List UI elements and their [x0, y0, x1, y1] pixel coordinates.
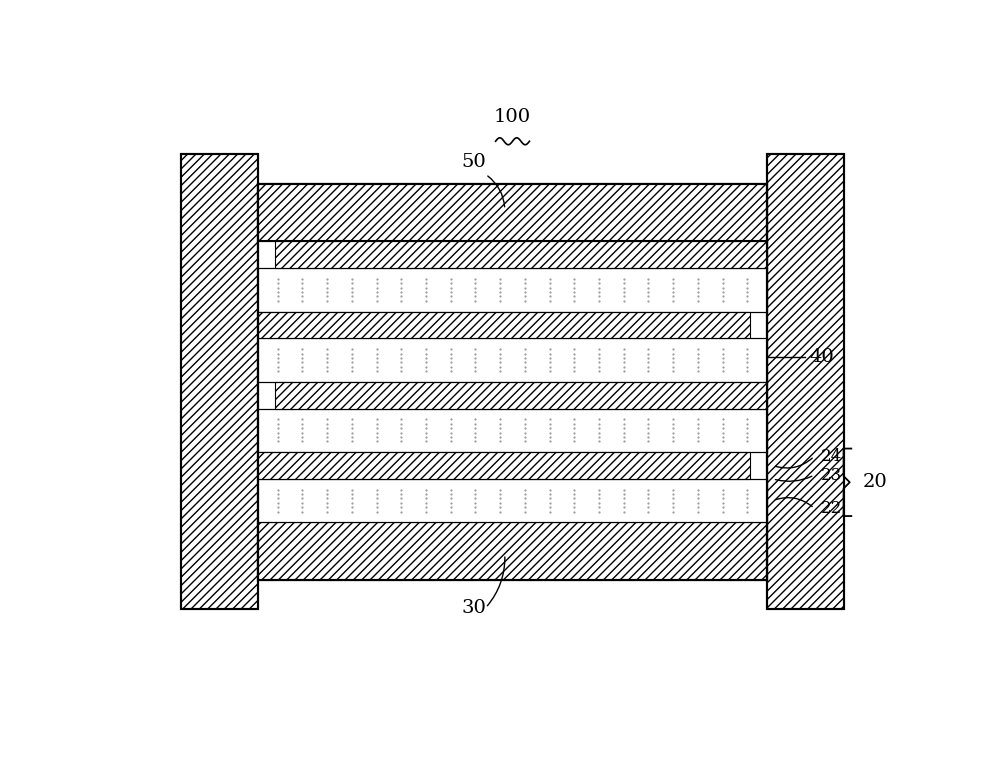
- Bar: [258, 184, 767, 581]
- Text: 24: 24: [820, 448, 842, 465]
- Bar: [258, 184, 767, 581]
- Bar: [258, 312, 750, 339]
- Bar: [258, 268, 767, 312]
- Bar: [275, 382, 767, 409]
- Bar: [258, 339, 767, 382]
- Bar: [258, 184, 767, 241]
- Bar: [258, 523, 767, 581]
- Bar: [181, 155, 258, 609]
- Bar: [258, 478, 767, 523]
- Text: 30: 30: [462, 599, 486, 617]
- Bar: [767, 155, 844, 609]
- Bar: [258, 409, 767, 452]
- Bar: [258, 452, 750, 478]
- Bar: [181, 155, 258, 609]
- Text: 22: 22: [820, 500, 842, 517]
- Text: 23: 23: [820, 467, 842, 483]
- Bar: [275, 241, 767, 268]
- Text: 100: 100: [494, 108, 531, 126]
- Text: 40: 40: [809, 348, 834, 366]
- Text: 20: 20: [863, 473, 888, 492]
- Bar: [767, 155, 844, 609]
- Text: 50: 50: [462, 152, 486, 171]
